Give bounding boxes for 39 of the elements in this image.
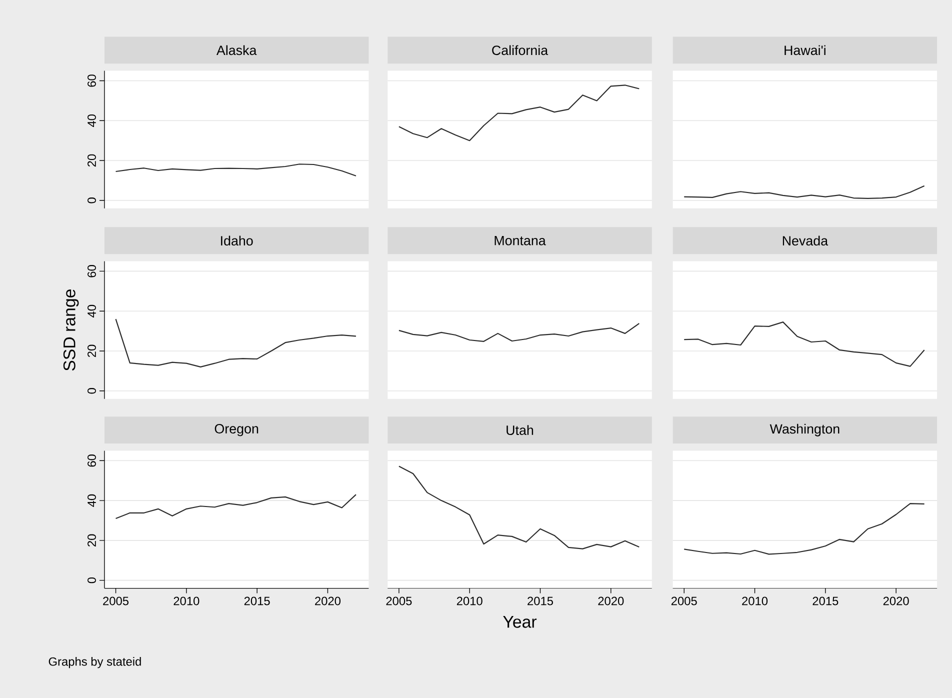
line-series [115, 318, 357, 368]
x-axis-title: Year [503, 616, 537, 628]
y-tick-label: 60 [88, 454, 96, 467]
chart-title: Idaho [221, 236, 253, 246]
y-tick-label: 0 [88, 198, 96, 204]
chart-title: Alaska [216, 45, 257, 56]
chart-title: Washington [770, 424, 840, 436]
x-tick-label: 2020 [315, 596, 341, 606]
chart-title: Nevada [782, 236, 828, 246]
y-axis-title: SSD range [63, 290, 79, 371]
chart-title: Utah [506, 425, 534, 436]
x-tick-label: 2015 [244, 596, 270, 606]
y-tick-label: 60 [88, 74, 96, 87]
y-tick-label: 20 [88, 344, 96, 358]
chart-title: Montana [494, 236, 546, 246]
x-tick-label: 2005 [103, 596, 129, 606]
text: Graphs by stateid [48, 657, 141, 668]
x-tick-label: 2010 [742, 596, 768, 606]
x-tick-label: 2015 [812, 596, 838, 606]
y-tick-label: 40 [88, 304, 96, 318]
y-tick-label: 0 [88, 577, 96, 584]
y-tick-label: 20 [88, 534, 96, 546]
chart-title: Oregon [214, 424, 258, 436]
x-tick-label: 2010 [174, 596, 200, 606]
chart-title: California [492, 45, 548, 56]
chart-title: Hawai'i [784, 45, 826, 56]
y-tick-label: 20 [88, 154, 96, 167]
y-tick-label: 40 [88, 494, 96, 507]
line-series [115, 164, 357, 176]
y-tick-label: 40 [88, 114, 96, 128]
x-tick-label: 2005 [671, 596, 697, 606]
y-tick-label: 0 [88, 388, 96, 394]
y-tick-label: 60 [88, 265, 96, 278]
x-tick-label: 2015 [528, 596, 553, 606]
line-series [115, 494, 357, 520]
x-tick-label: 2005 [386, 596, 412, 606]
x-tick-label: 2020 [598, 596, 624, 606]
x-tick-label: 2020 [883, 596, 909, 606]
x-tick-label: 2010 [456, 596, 482, 606]
